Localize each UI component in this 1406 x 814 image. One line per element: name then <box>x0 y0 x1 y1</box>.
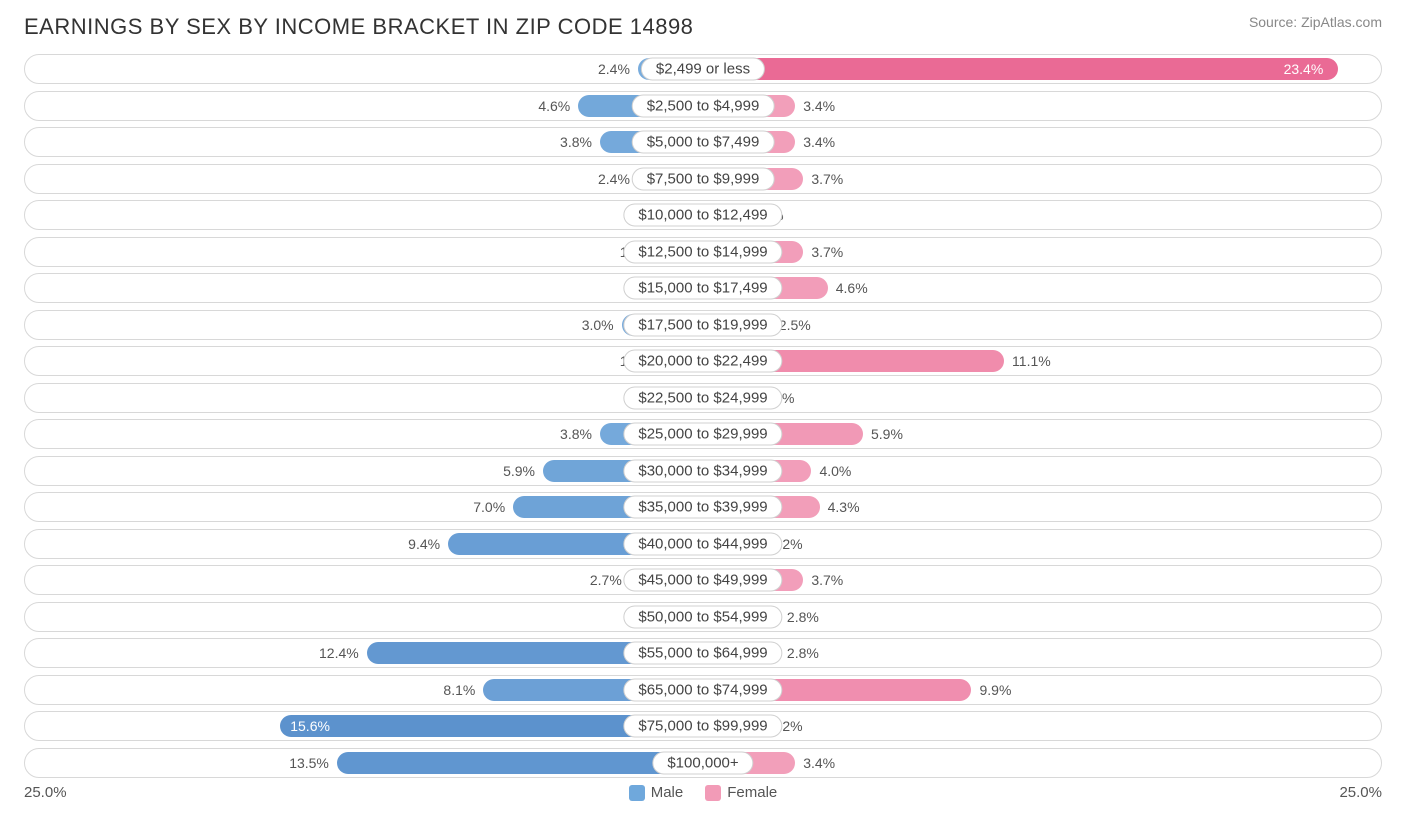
chart-row: 0.0%1.9%$22,500 to $24,999 <box>24 383 1382 413</box>
chart-row: 12.4% 2.8% $55,000 to $64,999 <box>24 638 1382 668</box>
value-label-female: 3.7% <box>811 171 843 187</box>
value-label-female: 2.8% <box>787 609 819 625</box>
category-label: $15,000 to $17,499 <box>623 277 782 300</box>
legend-swatch-female <box>705 785 721 801</box>
category-label: $30,000 to $34,999 <box>623 459 782 482</box>
chart-source: Source: ZipAtlas.com <box>1249 14 1382 30</box>
value-label-male: 3.8% <box>560 426 592 442</box>
chart-row: 9.4%2.2%$40,000 to $44,999 <box>24 529 1382 559</box>
value-label-female: 2.5% <box>779 317 811 333</box>
chart-row: 0.0%1.5%$10,000 to $12,499 <box>24 200 1382 230</box>
value-label-female: 3.4% <box>803 98 835 114</box>
category-label: $25,000 to $29,999 <box>623 423 782 446</box>
value-label-male: 7.0% <box>473 499 505 515</box>
legend-swatch-male <box>629 785 645 801</box>
category-label: $45,000 to $49,999 <box>623 569 782 592</box>
value-label-male: 2.7% <box>590 572 622 588</box>
chart-area: 2.4% 23.4% $2,499 or less 4.6% 3.4% $2,500 to… <box>24 54 1382 778</box>
value-label-male: 9.4% <box>408 536 440 552</box>
value-label-male: 12.4% <box>319 645 359 661</box>
chart-header: EARNINGS BY SEX BY INCOME BRACKET IN ZIP… <box>24 14 1382 40</box>
axis-left-label: 25.0% <box>24 784 67 801</box>
value-label-female: 4.0% <box>819 463 851 479</box>
chart-row: 1.1%4.6%$15,000 to $17,499 <box>24 273 1382 303</box>
axis-right-label: 25.0% <box>1339 784 1382 801</box>
chart-row: 2.7% 3.7% $45,000 to $49,999 <box>24 565 1382 595</box>
category-label: $17,500 to $19,999 <box>623 313 782 336</box>
legend-label-female: Female <box>727 784 777 801</box>
chart-row: 1.6%3.7%$12,500 to $14,999 <box>24 237 1382 267</box>
legend-label-male: Male <box>651 784 684 801</box>
value-label-female: 5.9% <box>871 426 903 442</box>
value-label-female: 11.1% <box>1012 353 1051 369</box>
category-label: $7,500 to $9,999 <box>632 167 775 190</box>
chart-row: 2.4% 3.7% $7,500 to $9,999 <box>24 164 1382 194</box>
chart-row: 7.0% 4.3% $35,000 to $39,999 <box>24 492 1382 522</box>
category-label: $40,000 to $44,999 <box>623 532 782 555</box>
category-label: $5,000 to $7,499 <box>632 131 775 154</box>
chart-row: 3.8% 3.4% $5,000 to $7,499 <box>24 127 1382 157</box>
value-label-male: 2.4% <box>598 171 630 187</box>
category-label: $55,000 to $64,999 <box>623 642 782 665</box>
chart-row: 13.5% 3.4% $100,000+ <box>24 748 1382 778</box>
chart-row: 2.4% 23.4% $2,499 or less <box>24 54 1382 84</box>
value-label-female: 3.4% <box>803 134 835 150</box>
chart-row: 15.6%2.2%$75,000 to $99,999 <box>24 711 1382 741</box>
category-label: $100,000+ <box>652 751 753 774</box>
category-label: $2,499 or less <box>641 58 765 81</box>
chart-row: 3.8% 5.9% $25,000 to $29,999 <box>24 419 1382 449</box>
value-label-male: 3.0% <box>582 317 614 333</box>
value-label-male: 8.1% <box>443 682 475 698</box>
value-label-male: 3.8% <box>560 134 592 150</box>
legend-item-female: Female <box>705 784 777 801</box>
value-label-female: 9.9% <box>979 682 1011 698</box>
category-label: $20,000 to $22,499 <box>623 350 782 373</box>
chart-row: 3.0% 2.5%$17,500 to $19,999 <box>24 310 1382 340</box>
value-label-female: 4.3% <box>828 499 860 515</box>
bar-male <box>337 752 703 774</box>
category-label: $2,500 to $4,999 <box>632 94 775 117</box>
category-label: $65,000 to $74,999 <box>623 678 782 701</box>
bar-female <box>703 58 1338 80</box>
chart-footer: 25.0% Male Female 25.0% <box>24 784 1382 801</box>
chart-row: 8.1% 9.9% $65,000 to $74,999 <box>24 675 1382 705</box>
value-label-male: 13.5% <box>289 755 329 771</box>
value-label-female: 4.6% <box>836 280 868 296</box>
chart-row: 1.1%2.8%$50,000 to $54,999 <box>24 602 1382 632</box>
legend-item-male: Male <box>629 784 684 801</box>
legend: Male Female <box>629 784 778 801</box>
chart-row: 5.9% 4.0% $30,000 to $34,999 <box>24 456 1382 486</box>
category-label: $22,500 to $24,999 <box>623 386 782 409</box>
chart-row: 4.6% 3.4% $2,500 to $4,999 <box>24 91 1382 121</box>
value-label-male: 5.9% <box>503 463 535 479</box>
value-label-male: 2.4% <box>598 61 630 77</box>
chart-title: EARNINGS BY SEX BY INCOME BRACKET IN ZIP… <box>24 14 693 40</box>
category-label: $75,000 to $99,999 <box>623 715 782 738</box>
category-label: $12,500 to $14,999 <box>623 240 782 263</box>
value-label-female: 2.8% <box>787 645 819 661</box>
value-label-female: 3.4% <box>803 755 835 771</box>
value-label-female: 23.4% <box>1284 61 1324 77</box>
value-label-male: 4.6% <box>538 98 570 114</box>
category-label: $35,000 to $39,999 <box>623 496 782 519</box>
value-label-female: 3.7% <box>811 244 843 260</box>
value-label-female: 3.7% <box>811 572 843 588</box>
category-label: $50,000 to $54,999 <box>623 605 782 628</box>
category-label: $10,000 to $12,499 <box>623 204 782 227</box>
value-label-male: 15.6% <box>290 718 330 734</box>
chart-row: 1.6%11.1%$20,000 to $22,499 <box>24 346 1382 376</box>
